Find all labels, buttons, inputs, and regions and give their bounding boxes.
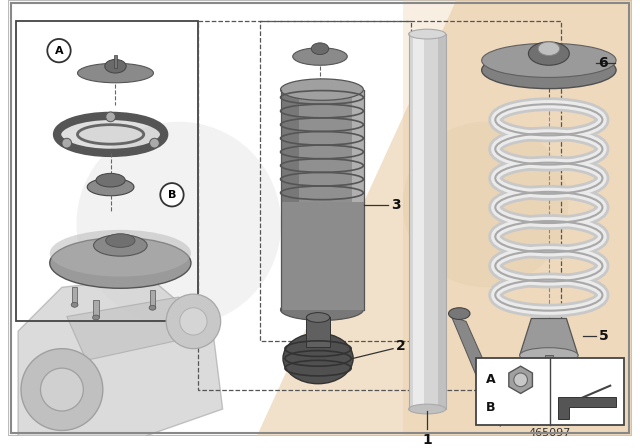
Ellipse shape: [408, 29, 445, 39]
Bar: [260, 22, 411, 341]
Polygon shape: [494, 410, 506, 426]
Bar: [281, 90, 364, 310]
Circle shape: [150, 138, 159, 148]
Ellipse shape: [482, 43, 616, 78]
Ellipse shape: [105, 60, 126, 73]
Bar: [408, 34, 445, 409]
Bar: [307, 318, 330, 347]
Bar: [16, 22, 198, 321]
Bar: [413, 34, 424, 409]
Circle shape: [77, 122, 281, 326]
Text: A: A: [486, 373, 495, 386]
Circle shape: [514, 373, 527, 387]
Ellipse shape: [96, 173, 125, 187]
Text: 2: 2: [396, 339, 406, 353]
Bar: [545, 377, 553, 378]
Ellipse shape: [57, 116, 164, 153]
Text: B: B: [486, 401, 495, 414]
Ellipse shape: [490, 368, 598, 399]
Text: 4: 4: [598, 383, 608, 396]
Ellipse shape: [307, 313, 330, 323]
Text: 6: 6: [598, 56, 608, 70]
Ellipse shape: [525, 369, 563, 387]
Ellipse shape: [71, 302, 78, 307]
Text: B: B: [168, 190, 176, 200]
Ellipse shape: [408, 404, 445, 414]
Ellipse shape: [87, 178, 134, 196]
Ellipse shape: [449, 308, 470, 319]
Circle shape: [40, 368, 83, 411]
Bar: [352, 90, 364, 310]
Polygon shape: [509, 366, 532, 393]
Ellipse shape: [490, 372, 598, 407]
Ellipse shape: [292, 48, 348, 65]
Ellipse shape: [311, 43, 329, 55]
Circle shape: [106, 112, 115, 122]
Ellipse shape: [280, 79, 364, 100]
Ellipse shape: [520, 348, 578, 363]
Ellipse shape: [77, 63, 154, 83]
Polygon shape: [18, 278, 223, 436]
Bar: [281, 90, 299, 310]
Ellipse shape: [50, 230, 191, 276]
Ellipse shape: [283, 333, 353, 384]
Ellipse shape: [538, 42, 559, 56]
Text: 1: 1: [422, 433, 432, 448]
Ellipse shape: [106, 234, 135, 247]
Circle shape: [160, 183, 184, 207]
Ellipse shape: [93, 235, 147, 256]
Polygon shape: [67, 297, 198, 360]
Text: 5: 5: [598, 329, 608, 343]
Bar: [438, 34, 445, 409]
Ellipse shape: [93, 315, 99, 320]
Polygon shape: [520, 319, 578, 355]
Ellipse shape: [50, 237, 191, 288]
Bar: [281, 202, 364, 310]
Bar: [545, 355, 553, 377]
Text: 465097: 465097: [529, 428, 571, 439]
Bar: [198, 22, 561, 390]
Circle shape: [62, 138, 72, 148]
Ellipse shape: [280, 299, 364, 320]
Text: A: A: [54, 46, 63, 56]
Ellipse shape: [149, 306, 156, 310]
Circle shape: [180, 308, 207, 335]
Polygon shape: [557, 397, 616, 419]
Bar: [150, 290, 156, 308]
Circle shape: [403, 122, 568, 287]
Polygon shape: [257, 0, 632, 436]
Bar: [93, 300, 99, 318]
Ellipse shape: [77, 125, 144, 144]
Ellipse shape: [482, 52, 616, 89]
Circle shape: [21, 349, 103, 431]
Bar: [113, 55, 117, 68]
Ellipse shape: [529, 42, 570, 65]
Bar: [72, 287, 77, 305]
Circle shape: [166, 294, 221, 349]
Bar: [476, 358, 624, 425]
Circle shape: [47, 39, 70, 62]
Text: 3: 3: [391, 198, 401, 211]
Polygon shape: [451, 317, 505, 412]
Polygon shape: [403, 0, 632, 436]
